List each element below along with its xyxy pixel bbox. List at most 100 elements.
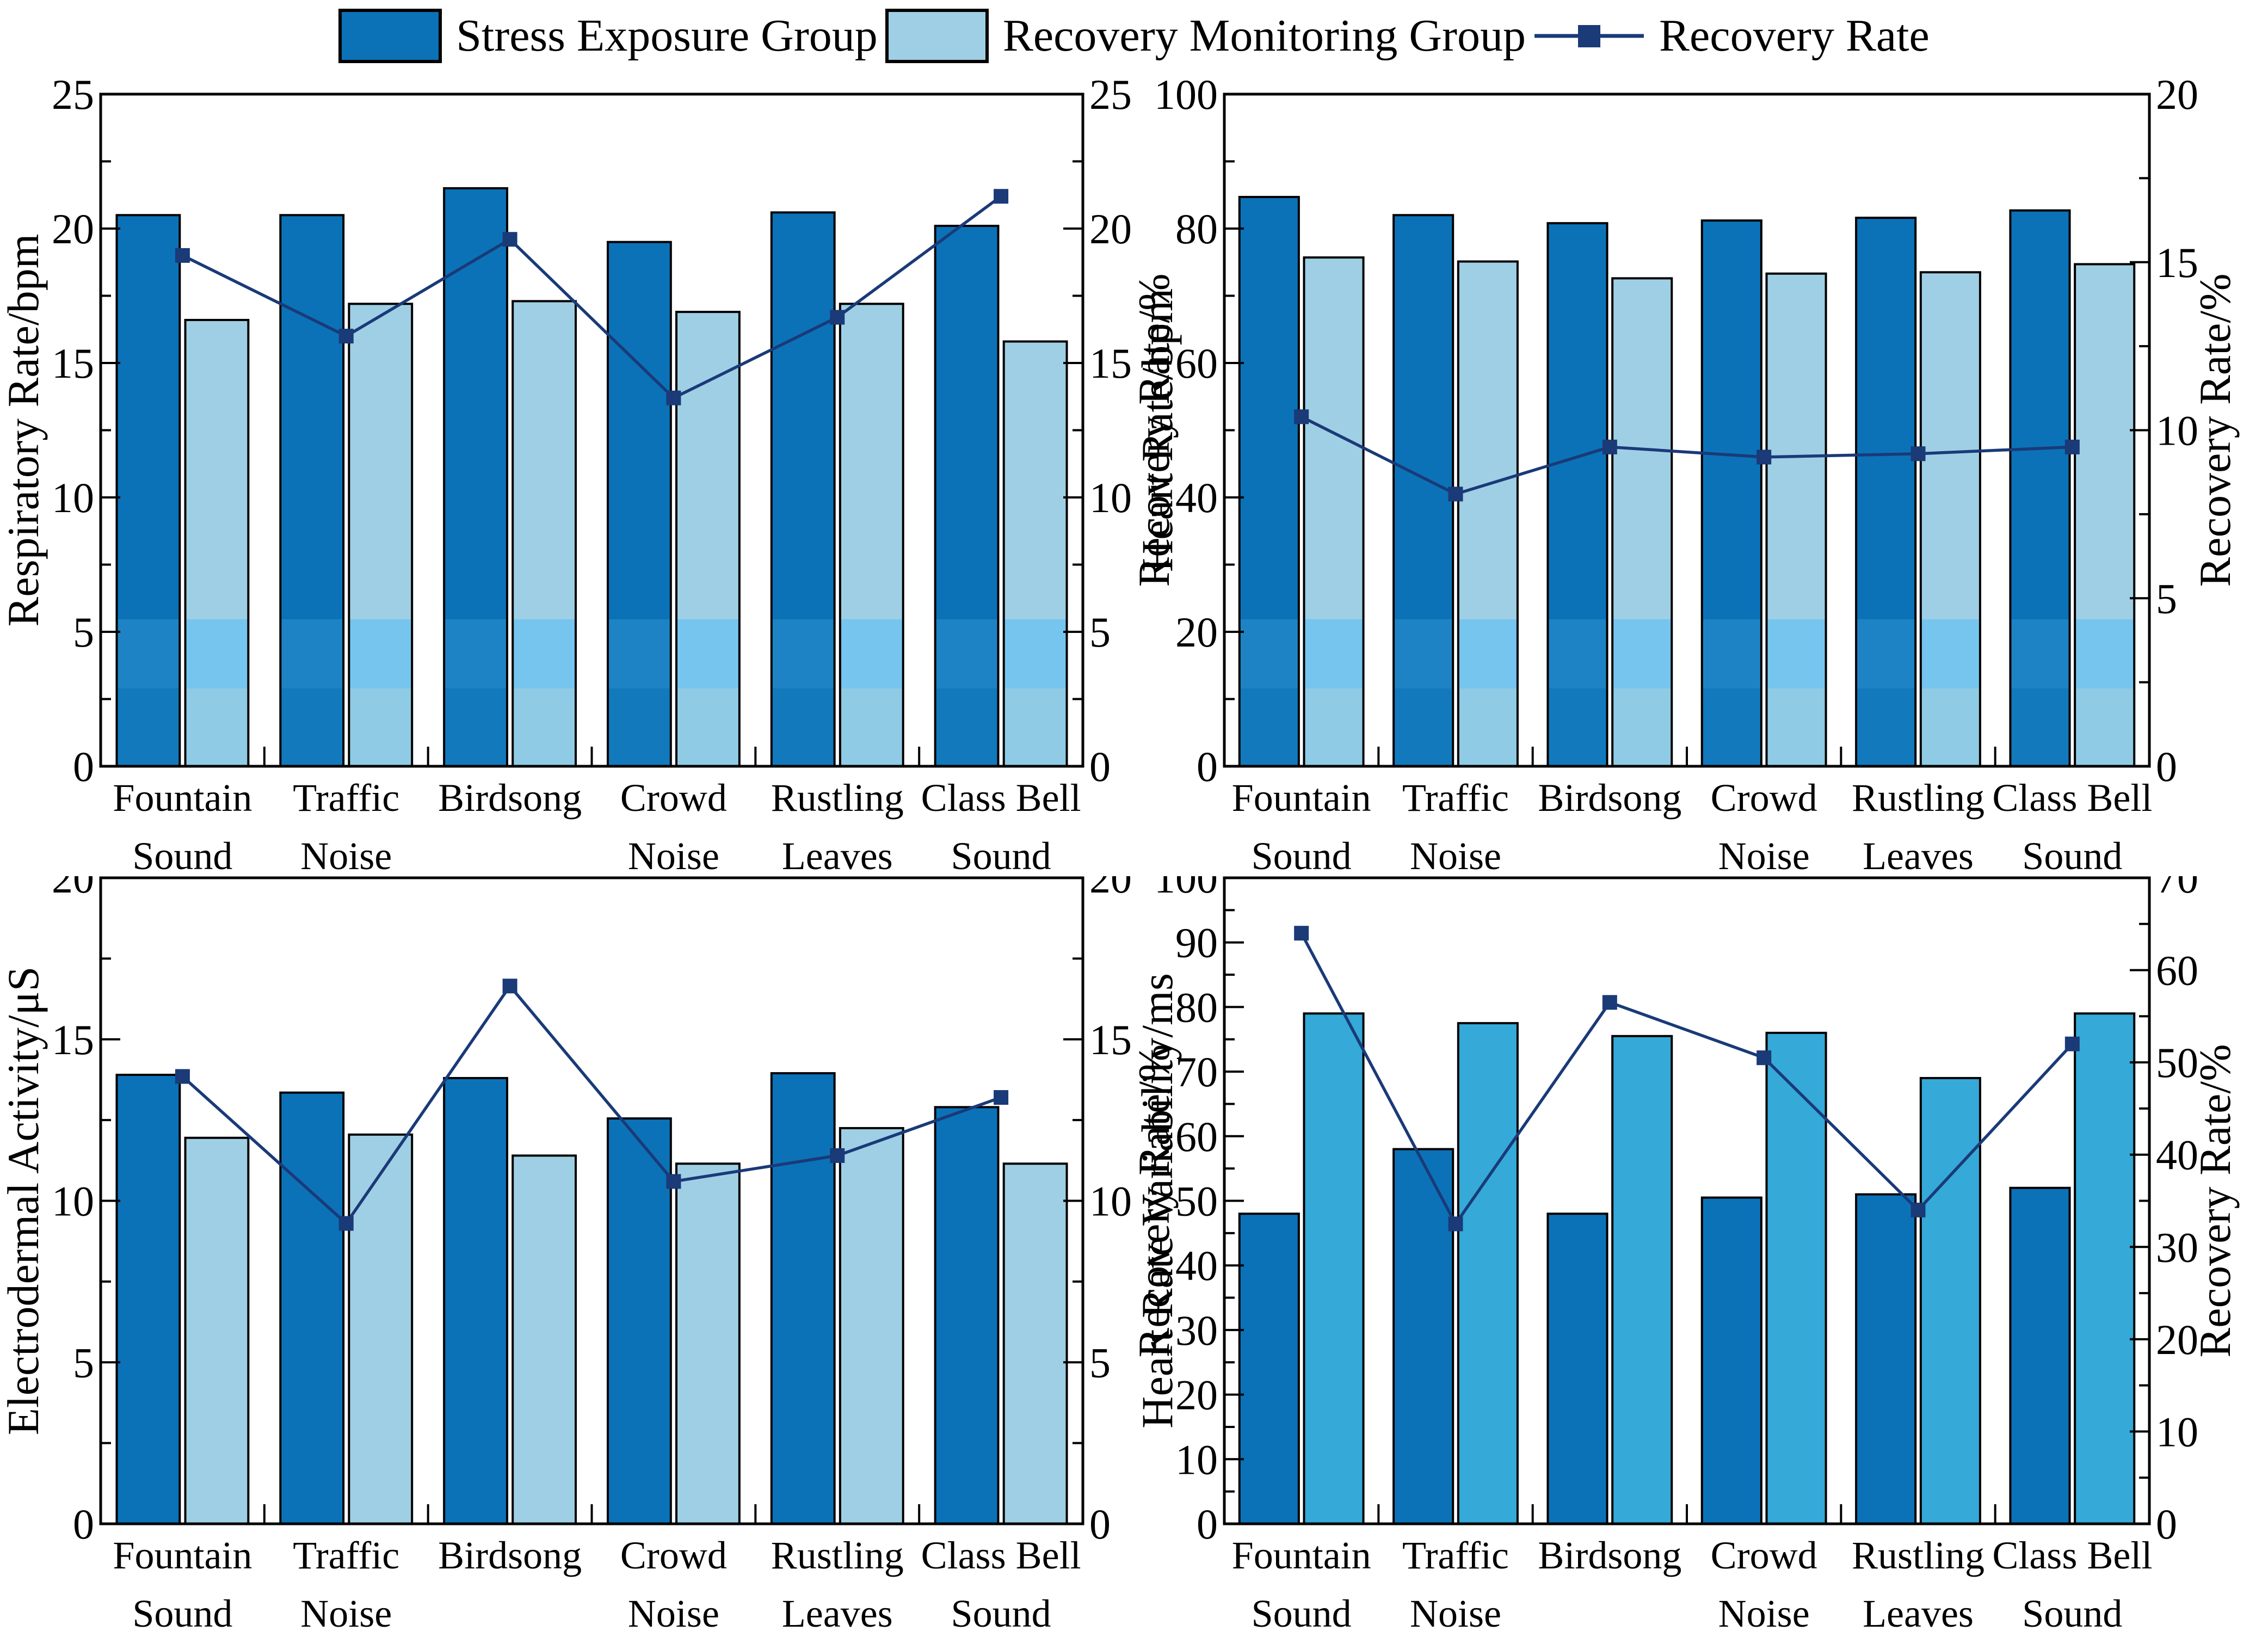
y2-tick-label: 20 xyxy=(1089,876,1132,902)
bar xyxy=(1238,1213,1300,1525)
recovery-rate-line xyxy=(182,195,1002,400)
bar-series-stress-exposure xyxy=(1238,1148,2071,1525)
y2-tick-label: 25 xyxy=(1089,71,1132,118)
bar xyxy=(1303,256,1365,768)
bar xyxy=(443,1076,508,1525)
category-label: Class Bell xyxy=(921,776,1081,820)
legend-item-recovery-monitoring: Recovery Monitoring Group xyxy=(885,9,1526,63)
bar xyxy=(511,1154,577,1525)
bar xyxy=(348,1133,414,1525)
chart-heart-rate: 0 20 40 60 80 100 0 5 10 15 20 Fountain Sound Traffic… xyxy=(1134,71,2240,876)
legend-label-stress-exposure: Stress Exposure Group xyxy=(456,10,878,61)
bar xyxy=(1457,1022,1519,1525)
category-label: Rustling xyxy=(1852,1534,1984,1577)
y-tick-label: 80 xyxy=(1175,205,1218,253)
y-axis-label: Electrodermal Activity/μS xyxy=(0,967,48,1435)
y2-tick-label: 10 xyxy=(2156,407,2198,454)
y-tick-label: 50 xyxy=(1175,1178,1218,1225)
line-series-recovery-rate xyxy=(1294,409,2080,502)
y-tick-label: 15 xyxy=(52,340,94,387)
line-square-marker-icon xyxy=(1534,25,1644,47)
category-label: Sound xyxy=(2022,1592,2122,1635)
category-label: Birdsong xyxy=(438,776,582,820)
category-label: Fountain xyxy=(113,1534,252,1577)
line-series-recovery-rate xyxy=(1294,926,2080,1232)
square-marker xyxy=(1294,409,1309,424)
bar xyxy=(2074,263,2136,767)
bar xyxy=(770,211,836,767)
y2-tick-label: 5 xyxy=(2156,575,2177,622)
bar xyxy=(1919,1076,1981,1525)
y-tick-label: 20 xyxy=(1175,608,1218,656)
category-label: Noise xyxy=(628,834,719,876)
axis-ticks xyxy=(1224,93,2149,767)
square-marker xyxy=(1757,1050,1772,1066)
category-label: Sound xyxy=(1252,834,1352,876)
y-tick-label: 10 xyxy=(1175,1436,1218,1483)
bar xyxy=(1700,219,1762,767)
y2-tick-label: 60 xyxy=(2156,947,2198,994)
bar xyxy=(934,1106,1000,1525)
bar-series-recovery-monitoring xyxy=(1303,1012,2136,1525)
y-tick-label: 0 xyxy=(73,1500,94,1548)
y2-tick-label: 0 xyxy=(1089,743,1111,790)
y-tick-label: 70 xyxy=(1175,1048,1218,1096)
category-label: Traffic xyxy=(293,776,399,820)
bar xyxy=(1855,1193,1917,1525)
bar xyxy=(2009,1186,2071,1525)
bar xyxy=(1392,214,1455,767)
category-label: Noise xyxy=(1718,1592,1810,1635)
square-marker xyxy=(338,1216,354,1231)
tick-labels: 0 5 10 15 20 0 5 10 15 20 Fountain Sound Traffic Nois… xyxy=(52,876,1132,1635)
bar-series-recovery-monitoring xyxy=(184,300,1068,767)
legend: Stress Exposure Group Recovery Monitorin… xyxy=(0,9,2268,63)
y2-tick-label: 20 xyxy=(1089,205,1132,253)
square-marker xyxy=(175,1069,190,1084)
y2-tick-label: 20 xyxy=(2156,71,2198,118)
category-label: Sound xyxy=(132,834,232,876)
y-tick-label: 20 xyxy=(1175,1371,1218,1419)
bar xyxy=(1457,260,1519,767)
y-axis-label: Heart Rate Variability/ms xyxy=(1134,973,1182,1429)
stress-exposure-swatch xyxy=(338,9,442,63)
y2-tick-label: 40 xyxy=(2156,1131,2198,1179)
recovery-rate-line xyxy=(181,983,1002,1226)
line-series-recovery-rate xyxy=(175,978,1009,1231)
y-tick-label: 30 xyxy=(1175,1307,1218,1354)
legend-label-recovery-monitoring: Recovery Monitoring Group xyxy=(1002,10,1526,61)
tick-labels: 0 5 10 15 20 25 0 5 10 15 20 25 Fountain Sound Traffic… xyxy=(52,71,1132,876)
recovery-rate-line xyxy=(1300,932,2074,1227)
bar xyxy=(606,241,672,767)
y2-tick-label: 50 xyxy=(2156,1039,2198,1086)
y-tick-label: 0 xyxy=(73,743,94,790)
square-marker xyxy=(994,189,1009,204)
y2-tick-label: 0 xyxy=(1089,1500,1111,1548)
bar xyxy=(1546,222,1608,767)
category-label: Sound xyxy=(2022,834,2122,876)
bar-series-stress-exposure xyxy=(115,1072,1000,1525)
tick-labels: 0 20 40 60 80 100 0 5 10 15 20 Fountain Sound Traffic… xyxy=(1154,71,2198,876)
category-label: Sound xyxy=(951,1592,1051,1635)
y-tick-label: 20 xyxy=(52,876,94,902)
y2-tick-label: 15 xyxy=(1089,340,1132,387)
bar xyxy=(1855,217,1917,767)
category-label: Sound xyxy=(951,834,1051,876)
bar xyxy=(770,1072,836,1525)
category-label: Traffic xyxy=(293,1534,399,1577)
bar xyxy=(115,1074,181,1525)
square-marker xyxy=(1910,446,1926,461)
square-marker xyxy=(1448,1216,1463,1232)
category-label: Rustling xyxy=(1852,776,1984,820)
square-marker xyxy=(2064,439,2080,454)
line-series-recovery-rate xyxy=(175,189,1009,405)
y-tick-label: 5 xyxy=(73,608,94,656)
bar xyxy=(1611,277,1673,767)
bar xyxy=(1919,271,1981,767)
bar xyxy=(1765,272,1827,767)
bar xyxy=(511,300,577,767)
recovery-monitoring-swatch xyxy=(885,9,989,63)
category-label: Sound xyxy=(132,1592,232,1635)
bar xyxy=(1765,1031,1827,1525)
y-tick-label: 10 xyxy=(52,474,94,521)
y-tick-label: 80 xyxy=(1175,983,1218,1031)
